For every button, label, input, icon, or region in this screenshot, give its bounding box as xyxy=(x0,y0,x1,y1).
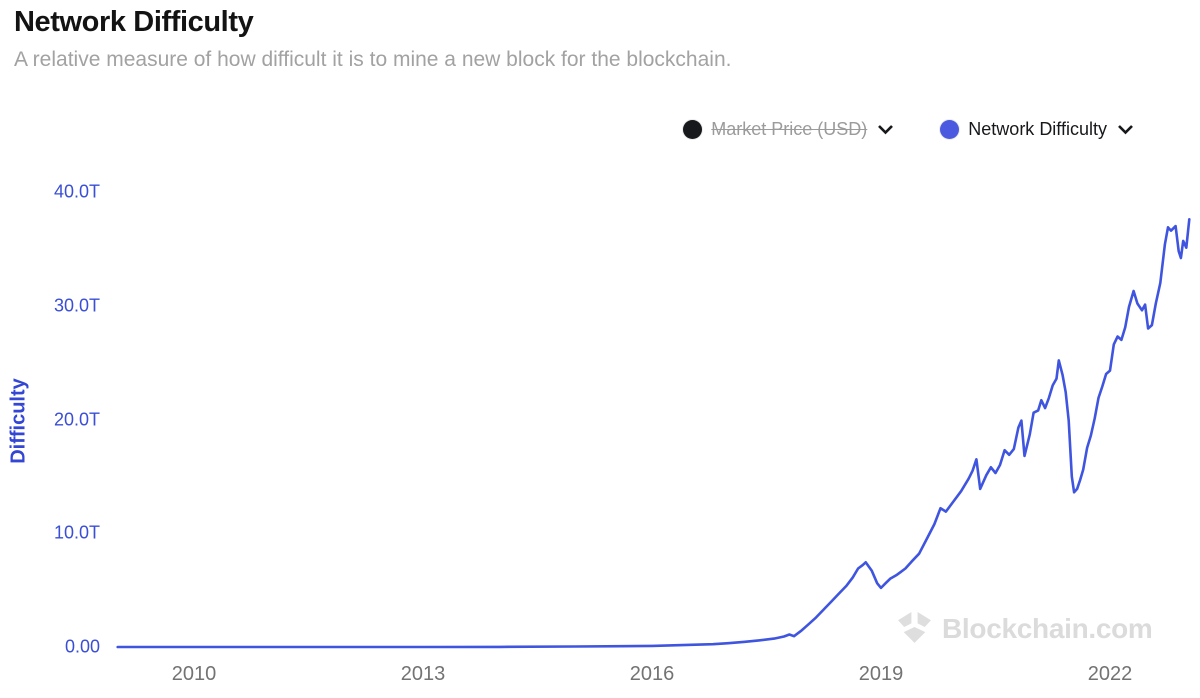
watermark-text: Blockchain.com xyxy=(942,612,1153,644)
legend-item-label: Network Difficulty xyxy=(968,119,1107,139)
legend-item[interactable]: Network Difficulty xyxy=(940,119,1134,140)
chart-legend: Market Price (USD) Network Difficulty xyxy=(683,119,1134,140)
x-axis-tick: 2019 xyxy=(858,663,904,685)
series-color-dot xyxy=(940,120,960,139)
y-axis-tick: 20.0T xyxy=(53,409,100,430)
page-subtitle: A relative measure of how difficult it i… xyxy=(14,48,732,71)
y-axis-tick: 40.0T xyxy=(53,181,100,202)
y-axis-tick: 0.00 xyxy=(64,636,100,657)
legend-item[interactable]: Market Price (USD) xyxy=(683,119,894,140)
series-color-dot xyxy=(683,120,703,139)
page-title: Network Difficulty xyxy=(14,6,254,38)
y-axis-tick: 10.0T xyxy=(53,522,100,543)
x-axis-tick: 2013 xyxy=(400,663,446,685)
x-axis-tick: 2022 xyxy=(1087,663,1133,685)
blockchain-logo-icon xyxy=(898,612,931,643)
x-axis-tick: 2016 xyxy=(629,663,675,685)
legend-item-label: Market Price (USD) xyxy=(711,119,868,139)
y-axis-tick: 30.0T xyxy=(53,295,100,316)
chevron-down-icon[interactable] xyxy=(1117,124,1134,135)
chevron-down-icon[interactable] xyxy=(877,124,894,135)
difficulty-line xyxy=(116,218,1191,649)
blockchain-watermark: Blockchain.com xyxy=(896,610,1153,647)
x-axis-tick: 2010 xyxy=(171,663,217,685)
